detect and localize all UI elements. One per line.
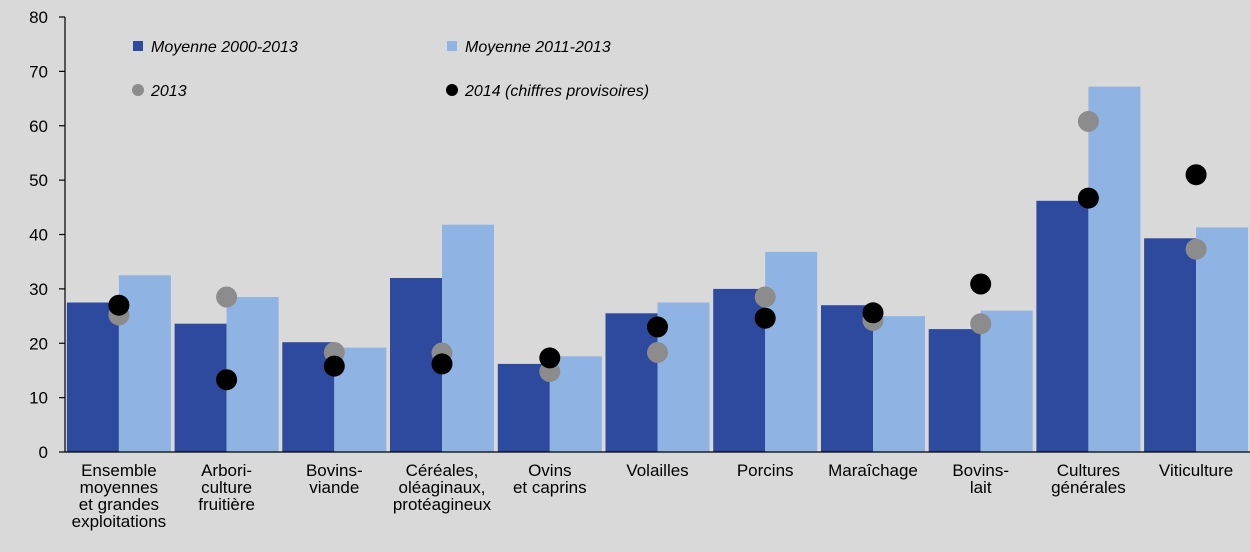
y-tick-label-0: 0 bbox=[39, 443, 48, 462]
legend-label-0: Moyenne 2000-2013 bbox=[151, 39, 298, 56]
legend-swatch-2 bbox=[132, 84, 144, 96]
category-label-0-line-2: et grandes bbox=[79, 495, 159, 514]
category-label-8-line-0: Bovins- bbox=[952, 461, 1009, 480]
bar-1-4 bbox=[497, 363, 550, 452]
dot-1-1 bbox=[216, 286, 238, 308]
category-label-2-line-0: Bovins- bbox=[306, 461, 363, 480]
y-tick-label-60: 60 bbox=[29, 117, 48, 136]
y-tick-label-20: 20 bbox=[29, 334, 48, 353]
bar-1-10 bbox=[1144, 238, 1197, 452]
bar-1-5 bbox=[605, 313, 658, 452]
bar-1-9 bbox=[1036, 200, 1089, 452]
legend-label-3: 2014 (chiffres provisoires) bbox=[464, 83, 649, 100]
y-tick-label-30: 30 bbox=[29, 280, 48, 299]
category-label-0-line-1: moyennes bbox=[80, 478, 158, 497]
bar-2-7 bbox=[873, 316, 925, 452]
category-label-9-line-1: générales bbox=[1051, 478, 1126, 497]
category-label-8: Bovins-lait bbox=[952, 461, 1009, 497]
category-label-0-line-3: exploitations bbox=[72, 512, 167, 531]
dot-1-6 bbox=[754, 286, 776, 308]
category-label-0-line-0: Ensemble bbox=[81, 461, 157, 480]
category-label-4-line-1: et caprins bbox=[513, 478, 587, 497]
dot-2-10 bbox=[1185, 164, 1207, 186]
bar-1-7 bbox=[821, 305, 873, 452]
legend-swatch-3 bbox=[446, 84, 458, 96]
bar-1-1 bbox=[174, 323, 227, 452]
dot-2-4 bbox=[539, 347, 561, 369]
bar-2-6 bbox=[765, 251, 818, 452]
category-label-5: Volailles bbox=[626, 461, 688, 480]
dot-2-0 bbox=[108, 294, 130, 316]
bar-1-8 bbox=[928, 329, 981, 452]
dot-2-9 bbox=[1077, 187, 1099, 209]
category-label-10: Viticulture bbox=[1159, 461, 1233, 480]
category-label-10-line-0: Viticulture bbox=[1159, 461, 1233, 480]
category-label-3-line-2: protéagineux bbox=[393, 495, 492, 514]
dot-2-5 bbox=[647, 316, 668, 338]
category-label-3: Céréales, oléaginaux, protéagineux bbox=[393, 461, 492, 514]
bar-2-8 bbox=[980, 310, 1033, 452]
category-label-1-line-2: fruitière bbox=[198, 495, 255, 514]
bars-layer bbox=[66, 86, 1249, 452]
y-tick-label-50: 50 bbox=[29, 171, 48, 190]
bar-2-3 bbox=[442, 224, 494, 452]
axes-layer: 0 10 20 30 40 50 60 70 80 bbox=[29, 8, 1250, 462]
category-label-0: Ensemble moyennes et grandes exploitations bbox=[72, 461, 167, 531]
labels-layer: Ensemble moyennes et grandes exploitations A… bbox=[72, 461, 1234, 531]
dot-2-6 bbox=[754, 307, 776, 329]
category-label-1-line-1: culture bbox=[201, 478, 252, 497]
category-label-4: Ovins et caprins bbox=[513, 461, 587, 497]
y-tick-label-70: 70 bbox=[29, 62, 48, 81]
category-label-1-line-0: Arbori- bbox=[201, 461, 252, 480]
dot-2-1 bbox=[216, 369, 238, 391]
dot-2-3 bbox=[431, 353, 453, 375]
bar-1-0 bbox=[66, 302, 119, 452]
y-tick-label-80: 80 bbox=[29, 8, 48, 27]
category-label-3-line-0: Céréales, bbox=[406, 461, 479, 480]
dot-1-9 bbox=[1077, 110, 1099, 132]
legend-label-1: Moyenne 2011-2013 bbox=[465, 39, 611, 56]
dot-1-8 bbox=[970, 313, 992, 335]
category-label-4-line-0: Ovins bbox=[528, 461, 571, 480]
legend: Moyenne 2000-2013 Moyenne 2011-2013 2013 20… bbox=[132, 39, 649, 100]
legend-swatch-0 bbox=[133, 41, 143, 51]
y-tick-label-10: 10 bbox=[29, 389, 48, 408]
category-label-2-line-1: viande bbox=[309, 478, 359, 497]
dot-2-7 bbox=[862, 302, 884, 324]
category-label-5-line-0: Volailles bbox=[626, 461, 688, 480]
legend-swatch-1 bbox=[447, 41, 457, 51]
bar-2-9 bbox=[1088, 86, 1141, 452]
category-label-9-line-0: Cultures bbox=[1057, 461, 1120, 480]
dot-1-10 bbox=[1185, 238, 1207, 260]
dot-2-2 bbox=[323, 355, 345, 377]
category-label-6-line-0: Porcins bbox=[737, 461, 794, 480]
dots-layer bbox=[108, 110, 1207, 391]
category-label-3-line-1: oléaginaux, bbox=[399, 478, 486, 497]
y-tick-label-40: 40 bbox=[29, 226, 48, 245]
category-label-7: Maraîchage bbox=[828, 461, 918, 480]
legend-label-2: 2013 bbox=[150, 83, 187, 100]
category-label-9: Cultures générales bbox=[1051, 461, 1126, 497]
category-label-8-line-1: lait bbox=[970, 478, 992, 497]
category-label-7-line-0: Maraîchage bbox=[828, 461, 918, 480]
dot-1-5 bbox=[647, 342, 668, 363]
category-label-6: Porcins bbox=[737, 461, 794, 480]
bar-2-10 bbox=[1196, 227, 1249, 452]
dot-2-8 bbox=[970, 273, 992, 295]
category-label-1: Arbori-culture fruitière bbox=[198, 461, 255, 514]
category-label-2: Bovins-viande bbox=[306, 461, 363, 497]
